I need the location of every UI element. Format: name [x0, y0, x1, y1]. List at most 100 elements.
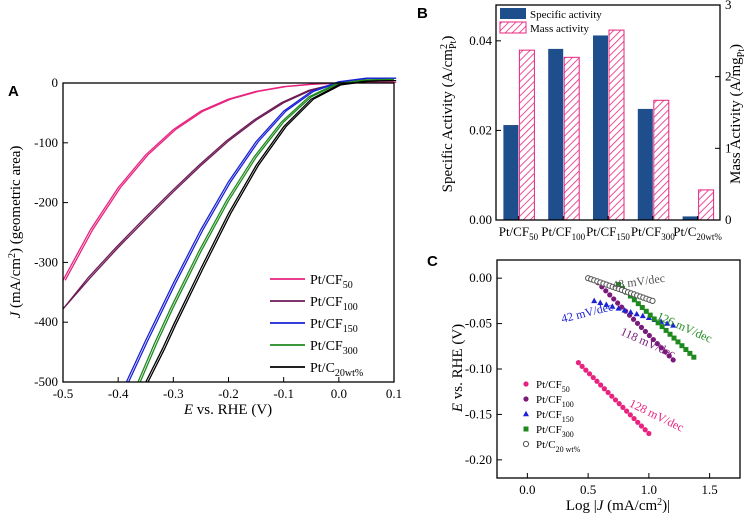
panel-c-tafel-annotation: 48 mV/dec — [611, 271, 665, 292]
panel-c-point — [605, 389, 611, 396]
panel-c-point — [633, 310, 640, 317]
panel-a-ytick-label: -500 — [34, 374, 58, 389]
panel-c-point — [579, 363, 585, 369]
panel-c-point — [654, 341, 660, 347]
panel-a-legend-label-sub: 50 — [343, 280, 353, 291]
panel-a-legend-label-sub: 300 — [343, 346, 358, 357]
panel-a-legend-label: Pt/CF300 — [310, 339, 358, 357]
panel-a-legend-label-main: Pt/CF — [310, 273, 343, 288]
panel-c-legend-label: Pt/CF100 — [536, 394, 574, 409]
panel-c-point — [631, 415, 637, 422]
panel-c-ytick-label: -0.15 — [465, 406, 492, 421]
panel-c-point — [630, 316, 637, 322]
panel-b-legend-label-specific: Specific activity — [530, 9, 602, 21]
panel-b-ylabel-right-text: Mass Activity (A/mg — [728, 57, 744, 184]
panel-c-point — [658, 345, 664, 351]
panel-c-tafel-annotation: 42 mV/dec — [560, 299, 615, 325]
panel-b-ylabel-right-tail: ) — [728, 44, 744, 49]
panel-a-legend-label-sub: 100 — [343, 302, 358, 313]
panel-a-chart: -0.5 -0.4 -0.3 -0.2 -0.1 0.0 0.1 0 -100 -200 -300 -… — [7, 75, 402, 418]
panel-c-point — [620, 404, 626, 410]
panel-c-point — [687, 350, 693, 356]
panel-c-xlabel: Log |J (mA/cm2)| — [566, 497, 670, 514]
panel-c-point — [619, 304, 625, 310]
panel-a-series-line — [125, 77, 394, 383]
panel-c-xtick-label: 1.0 — [641, 482, 657, 497]
panel-a-series-line — [137, 78, 392, 383]
panel-c-xlabel-log: Log | — [566, 498, 597, 514]
panel-a-xtick-label: 0.0 — [331, 386, 347, 401]
panel-b-bar-specific — [637, 108, 653, 220]
panel-b-category-label-sub: 300 — [661, 232, 675, 242]
panel-c-tafel-annotation: 128 mV/dec — [627, 396, 686, 434]
panel-c-legend-label-main: Pt/C — [536, 439, 556, 451]
panel-c-point — [609, 393, 615, 399]
panel-c-point — [603, 288, 609, 294]
panel-c-legend-marker — [522, 440, 530, 448]
panel-a-legend-label-sub: 20wt% — [335, 368, 363, 379]
panel-c-ylabel-rest: vs. RHE (V) — [450, 324, 466, 403]
panel-c-point — [664, 320, 671, 326]
panel-c-point — [638, 324, 645, 331]
panel-c-legend-label-main: Pt/CF — [536, 394, 562, 406]
panel-a-xtick-label: -0.4 — [108, 386, 129, 401]
panel-c-point — [683, 347, 689, 353]
panel-a-legend-label-main: Pt/CF — [310, 295, 343, 310]
panel-c-xlabel-j: J — [597, 498, 605, 514]
panel-c-point — [649, 297, 656, 304]
panel-a-ytick-label: 0 — [52, 75, 59, 90]
panel-a-xtick-label: -0.1 — [273, 386, 294, 401]
panel-c-point — [675, 339, 681, 345]
panel-c-point — [646, 332, 652, 339]
panel-c-legend-label-main: Pt/CF — [536, 409, 562, 421]
panel-b-category-label: Pt/CF100 — [541, 224, 585, 242]
panel-c-point — [615, 305, 622, 311]
panel-b-legend-label-mass: Mass activity — [530, 23, 589, 35]
panel-b-category-label: Pt/CF300 — [631, 224, 675, 242]
panel-b-category-label-sub: 20wt% — [696, 232, 722, 242]
panel-b-category-label-sub: 150 — [616, 232, 630, 242]
panel-a-xlabel-e: E — [183, 402, 193, 418]
panel-b-category-label-sub: 100 — [572, 232, 586, 242]
panel-b-ylabel-right: Mass Activity (A/mgPt) — [728, 44, 747, 184]
panel-a-legend-label-main: Pt/C — [310, 361, 335, 376]
panel-a-xtick-label: -0.5 — [53, 386, 74, 401]
panel-b-ytick-right-label: 2 — [725, 69, 732, 84]
panel-a-legend-label: Pt/CF150 — [310, 317, 358, 335]
panel-c-point — [611, 296, 617, 302]
panel-a-series-line — [139, 78, 395, 383]
panel-c-point — [638, 423, 645, 429]
panel-c-point — [621, 307, 628, 313]
panel-c-point — [575, 360, 582, 366]
panel-a-ylabel-rest: (mA/cm — [8, 258, 24, 312]
panel-b-bar-mass — [518, 49, 535, 221]
panel-a-legend-label: Pt/CF50 — [310, 273, 353, 291]
panel-c-legend-label-main: Pt/CF — [536, 424, 562, 436]
panel-c-point — [655, 320, 661, 326]
panel-c-legend-label: Pt/C20 wt% — [536, 439, 581, 454]
panel-a-legend-label: Pt/C20wt% — [310, 361, 363, 379]
panel-b-legend: Specific activity Mass activity — [499, 8, 602, 35]
panel-c-point — [659, 324, 665, 330]
panel-c-point — [662, 349, 668, 355]
panel-c-point — [634, 320, 641, 326]
panel-b-ytick-right-label: 0 — [725, 212, 732, 227]
panel-c-legend-label: Pt/CF300 — [536, 424, 574, 439]
panel-b-bar-specific — [682, 216, 698, 220]
panel-c-point — [616, 282, 621, 288]
panel-c-point — [627, 412, 633, 418]
panel-label-b: B — [417, 5, 428, 22]
panel-b-ytick-left-label: 0.02 — [469, 122, 492, 137]
panel-b-category-label-main: Pt/CF — [499, 224, 529, 239]
panel-b-category-label-main: Pt/CF — [541, 224, 571, 239]
panel-c-point — [609, 303, 616, 309]
panel-a-ytick-label: -100 — [34, 135, 58, 150]
panel-a-ytick-label: -300 — [34, 254, 58, 269]
panel-c-point — [639, 304, 645, 310]
panel-c-point — [586, 371, 593, 377]
panel-a-ytick-label: -200 — [34, 195, 58, 210]
panel-c-point — [670, 357, 676, 363]
